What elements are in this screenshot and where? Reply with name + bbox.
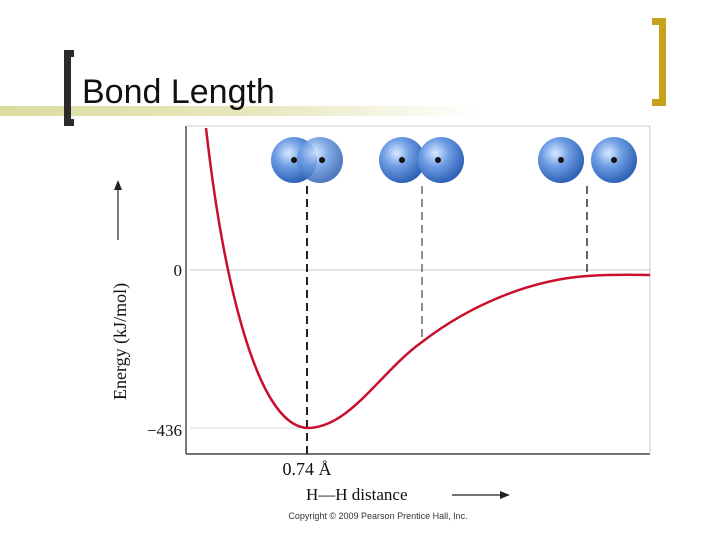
atom-pair-bonded	[271, 137, 343, 183]
nucleus-dot	[611, 157, 617, 163]
atom-pair-intermediate	[379, 137, 464, 183]
nucleus-dot	[558, 157, 564, 163]
right-bracket-decoration	[652, 18, 666, 106]
x-axis-arrow-head	[500, 491, 510, 499]
y-axis-arrow-head	[114, 180, 122, 190]
y-tick-label-min: −436	[147, 421, 182, 440]
atom-pair-separated	[538, 137, 637, 183]
title-accent-line	[0, 106, 480, 116]
energy-curve-series	[204, 127, 651, 430]
left-bracket-decoration	[64, 50, 74, 126]
nucleus-dot	[291, 157, 297, 163]
nucleus-dot	[435, 157, 441, 163]
slide-title: Bond Length	[82, 73, 275, 111]
bond-length-annotation: 0.74 Å	[283, 459, 332, 479]
y-axis-label: Energy (kJ/mol)	[110, 283, 131, 400]
potential-energy-chart: 0 −436 Energy (kJ/mol) 0.74 Å H—H distan…	[110, 125, 651, 521]
nucleus-dot	[399, 157, 405, 163]
nucleus-dot	[319, 157, 325, 163]
y-tick-label-zero: 0	[174, 261, 183, 280]
copyright-text: Copyright © 2009 Pearson Prentice Hall, …	[288, 511, 467, 521]
x-axis-label: H—H distance	[306, 485, 408, 504]
